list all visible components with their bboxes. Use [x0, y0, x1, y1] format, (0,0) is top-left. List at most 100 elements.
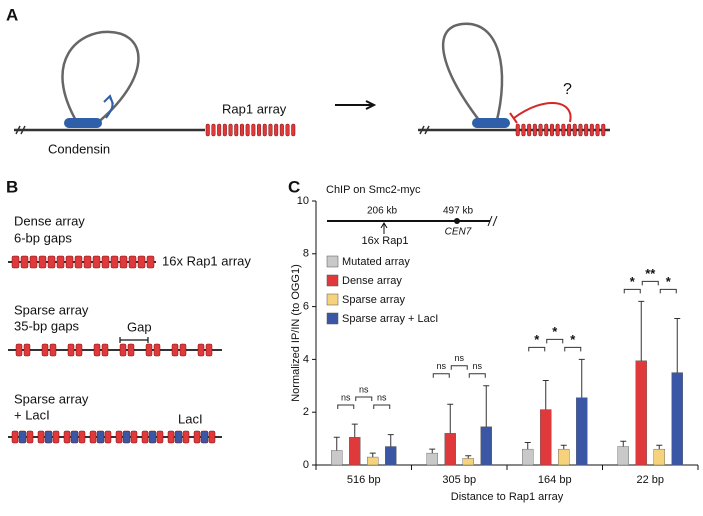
y-tick-label: 4 — [303, 353, 309, 365]
significance: ns — [472, 361, 482, 371]
binding-site — [156, 430, 164, 444]
binding-site — [75, 343, 83, 357]
label: Gap — [127, 319, 152, 334]
binding-site — [38, 255, 47, 269]
significance: * — [534, 332, 540, 347]
binding-site — [47, 255, 56, 269]
binding-site — [96, 430, 105, 444]
legend-swatch — [326, 293, 339, 306]
binding-site — [78, 430, 86, 444]
bracket — [623, 288, 641, 294]
error-bar — [656, 444, 663, 450]
x-tick-label: 516 bp — [347, 474, 381, 486]
binding-site — [56, 255, 65, 269]
binding-site — [23, 343, 31, 357]
binding-site — [245, 123, 250, 137]
binding-site — [119, 255, 128, 269]
y-tick-label: 2 — [303, 406, 309, 418]
legend-swatch — [326, 274, 339, 287]
label: Sparse array — [14, 391, 89, 406]
binding-site — [18, 430, 27, 444]
bracket — [468, 373, 486, 378]
x-axis-label: Distance to Rap1 array — [451, 491, 564, 503]
break-mark — [15, 125, 26, 135]
legend-label: Dense array — [342, 275, 402, 287]
bar — [671, 372, 683, 466]
legend-label: Sparse array + LacI — [342, 313, 438, 325]
binding-site — [89, 430, 97, 444]
binding-site — [208, 430, 216, 444]
binding-site — [251, 123, 256, 137]
bar — [635, 360, 647, 466]
bracket — [373, 404, 391, 409]
error-bar — [369, 452, 376, 458]
binding-site — [567, 123, 572, 137]
binding-site — [127, 343, 135, 357]
bracket — [432, 373, 450, 378]
binding-site — [239, 123, 244, 137]
panel-letter: B — [6, 177, 18, 196]
binding-site — [26, 430, 34, 444]
inset-label: 206 kb — [367, 206, 397, 217]
binding-site — [153, 343, 161, 357]
binding-site — [521, 123, 526, 137]
binding-site — [228, 123, 233, 137]
binding-site — [29, 255, 38, 269]
legend-label: Sparse array — [342, 294, 405, 306]
binding-site — [41, 343, 49, 357]
binding-site — [92, 255, 101, 269]
binding-site — [93, 343, 101, 357]
label: Rap1 array — [222, 101, 287, 116]
binding-site — [101, 343, 109, 357]
binding-site — [601, 123, 606, 137]
binding-site — [83, 255, 92, 269]
error-bar — [351, 423, 358, 438]
binding-site — [578, 123, 583, 137]
error-bar — [620, 440, 627, 447]
binding-site — [145, 343, 153, 357]
binding-site — [268, 123, 273, 137]
condensin — [64, 118, 102, 128]
binding-site — [11, 255, 20, 269]
arrow — [103, 94, 114, 119]
significance: * — [666, 274, 672, 289]
binding-site — [119, 343, 127, 357]
arrow — [380, 222, 388, 234]
binding-site — [279, 123, 284, 137]
bracket — [337, 404, 355, 409]
x-tick-label: 164 bp — [538, 474, 572, 486]
bracket — [546, 338, 564, 344]
significance: ns — [341, 392, 351, 402]
binding-site — [179, 343, 187, 357]
label: Sparse array — [14, 302, 89, 317]
binding-site — [561, 123, 566, 137]
binding-site — [15, 343, 23, 357]
bar — [462, 458, 474, 466]
inhibit — [509, 102, 572, 124]
binding-site — [515, 123, 520, 137]
binding-site — [274, 123, 279, 137]
label: 16x Rap1 array — [162, 253, 251, 268]
panel-letter: C — [288, 177, 300, 196]
binding-site — [137, 255, 146, 269]
bracket — [659, 288, 677, 294]
significance: * — [552, 324, 558, 339]
bar — [576, 397, 588, 466]
bar — [522, 448, 534, 466]
binding-site — [115, 430, 123, 444]
binding-site — [234, 123, 239, 137]
binding-site — [285, 123, 290, 137]
error-bar — [674, 317, 681, 373]
binding-site — [211, 123, 216, 137]
bar — [617, 446, 629, 466]
binding-site — [52, 430, 60, 444]
binding-site — [532, 123, 537, 137]
binding-site — [544, 123, 549, 137]
y-axis-label: Normalized IP/IN (to OGG1) — [290, 264, 302, 402]
binding-site — [589, 123, 594, 137]
label: Dense array — [14, 213, 85, 228]
bar — [540, 409, 552, 466]
significance: ns — [436, 361, 446, 371]
y-tick-label: 0 — [303, 459, 309, 471]
